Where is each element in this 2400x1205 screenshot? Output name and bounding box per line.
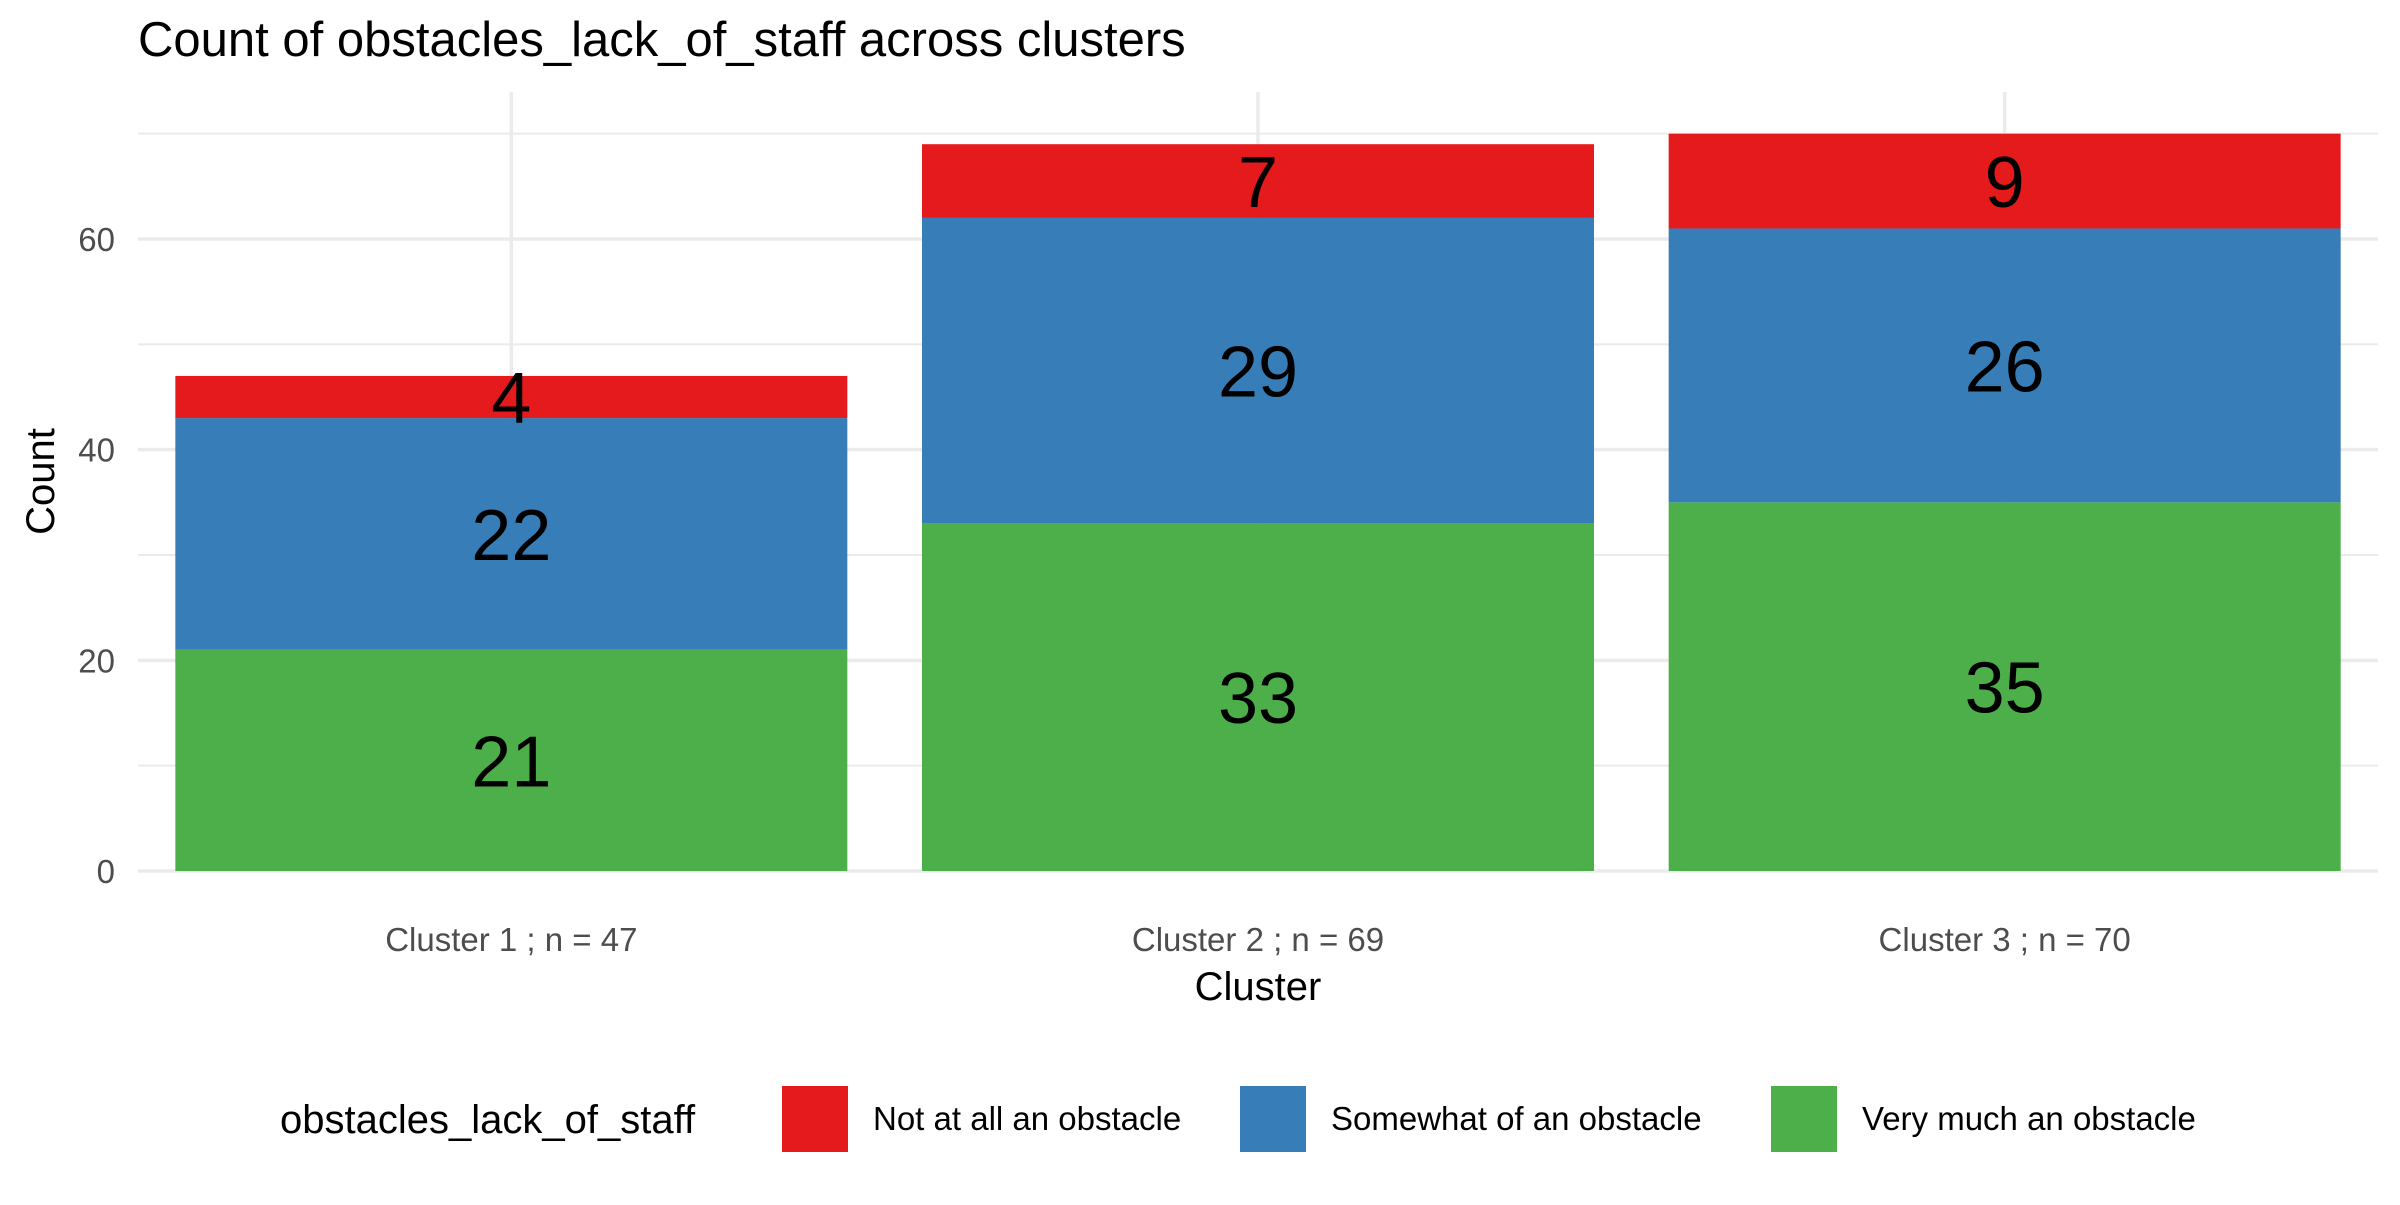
x-axis-title: Cluster	[1195, 965, 1322, 1009]
bar-segment	[175, 649, 848, 871]
legend-item: Not at all an obstacle	[782, 1086, 1181, 1152]
chart-title: Count of obstacles_lack_of_staff across …	[138, 13, 1186, 67]
y-axis: 0 20 40 60	[78, 221, 115, 890]
data-label: 9	[1985, 143, 2025, 223]
bar-segment	[922, 144, 1594, 218]
data-label: 35	[1965, 649, 2045, 729]
y-tick-label: 0	[97, 853, 115, 890]
y-tick-label: 60	[78, 221, 115, 258]
x-tick-label: Cluster 2 ; n = 69	[1132, 921, 1384, 958]
data-label: 21	[471, 722, 551, 802]
data-label: 26	[1965, 327, 2045, 407]
x-axis: Cluster 1 ; n = 47 Cluster 2 ; n = 69 Clus…	[385, 921, 2131, 958]
bar-segment	[175, 375, 848, 419]
legend-item: Very much an obstacle	[1771, 1086, 2196, 1152]
legend-label: Somewhat of an obstacle	[1331, 1100, 1702, 1137]
y-tick-label: 40	[78, 432, 115, 469]
legend: obstacles_lack_of_staff Not at all an ob…	[280, 1086, 2196, 1152]
legend-label: Not at all an obstacle	[873, 1100, 1181, 1137]
bar-segment	[1668, 228, 2341, 503]
data-label: 29	[1218, 333, 1298, 413]
legend-title: obstacles_lack_of_staff	[280, 1098, 696, 1142]
bar-segment	[175, 418, 848, 650]
data-label: 7	[1238, 143, 1278, 223]
legend-swatch	[1240, 1086, 1306, 1152]
bar-segment	[922, 217, 1594, 524]
data-label: 4	[491, 359, 531, 439]
bars-layer	[175, 133, 2341, 871]
legend-item: Somewhat of an obstacle	[1240, 1086, 1702, 1152]
data-label: 33	[1218, 659, 1298, 739]
data-label: 22	[471, 496, 551, 576]
legend-swatch	[1771, 1086, 1837, 1152]
legend-label: Very much an obstacle	[1862, 1100, 2196, 1137]
data-labels-layer: 21 22 4 33 29 7 35 26 9	[471, 143, 2044, 802]
legend-swatch	[782, 1086, 848, 1152]
x-tick-label: Cluster 3 ; n = 70	[1879, 921, 2131, 958]
y-axis-title: Count	[19, 428, 63, 535]
bar-segment	[1668, 133, 2341, 229]
bar-segment	[922, 523, 1594, 871]
bar-segment	[1668, 502, 2341, 871]
x-tick-label: Cluster 1 ; n = 47	[385, 921, 637, 958]
y-tick-label: 20	[78, 642, 115, 679]
